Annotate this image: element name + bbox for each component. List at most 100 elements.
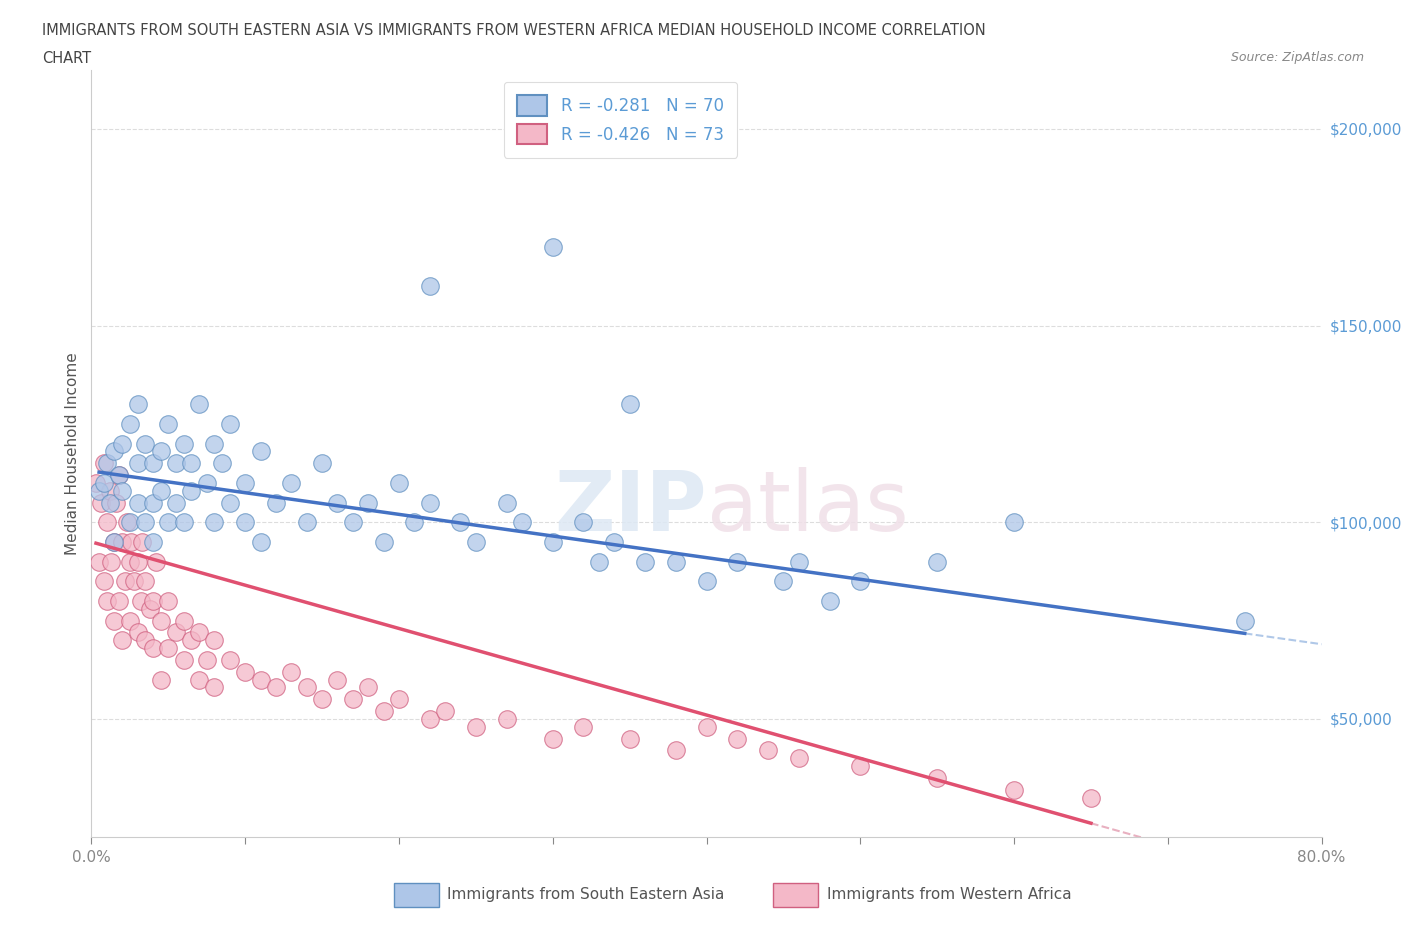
Point (118, 417, 141, 432)
Point (295, 515, 318, 530)
Point (142, 593, 165, 608)
Point (142, 641, 165, 656)
Point (188, 397, 211, 412)
Point (202, 515, 225, 530)
Point (495, 495, 517, 510)
Point (100, 554, 122, 569)
Point (619, 397, 641, 412)
Point (105, 495, 127, 510)
Point (619, 731, 641, 746)
Point (108, 593, 131, 608)
Point (131, 535, 153, 550)
Text: atlas: atlas (706, 467, 908, 548)
Point (96, 456, 118, 471)
Point (120, 535, 142, 550)
Point (927, 771, 949, 786)
Point (696, 574, 718, 589)
Point (357, 495, 380, 510)
Point (849, 574, 872, 589)
Point (145, 554, 167, 569)
Point (142, 456, 165, 471)
Point (264, 680, 287, 695)
Point (419, 495, 441, 510)
Point (111, 535, 134, 550)
Point (149, 613, 172, 628)
Legend: R = -0.281   N = 70, R = -0.426   N = 73: R = -0.281 N = 70, R = -0.426 N = 73 (503, 82, 737, 157)
Point (233, 664, 256, 679)
Point (103, 444, 125, 458)
Point (180, 456, 202, 471)
Point (311, 456, 333, 471)
Text: Immigrants from Western Africa: Immigrants from Western Africa (827, 887, 1071, 902)
Point (295, 680, 318, 695)
Point (211, 456, 233, 471)
Point (84, 475, 107, 490)
Point (108, 468, 131, 483)
Text: ZIP: ZIP (554, 467, 706, 548)
Point (464, 535, 486, 550)
Point (98, 484, 121, 498)
Point (202, 436, 225, 451)
Point (326, 672, 349, 687)
Point (1233, 613, 1256, 628)
Point (218, 495, 240, 510)
Point (572, 515, 595, 530)
Point (127, 625, 149, 640)
Point (725, 731, 748, 746)
Point (787, 751, 810, 765)
Point (357, 680, 380, 695)
Point (495, 711, 517, 726)
Point (388, 692, 411, 707)
Point (202, 680, 225, 695)
Point (756, 743, 779, 758)
Point (249, 444, 271, 458)
Point (218, 417, 240, 432)
Point (115, 515, 138, 530)
Point (388, 475, 411, 490)
Point (434, 704, 457, 719)
Point (134, 574, 156, 589)
Point (93, 475, 115, 490)
Point (127, 456, 149, 471)
Point (96, 515, 118, 530)
Point (149, 444, 172, 458)
Point (173, 653, 195, 668)
Point (103, 613, 125, 628)
Point (103, 535, 125, 550)
Point (311, 692, 333, 707)
Point (233, 475, 256, 490)
Point (326, 495, 349, 510)
Point (634, 554, 657, 569)
Point (98, 495, 121, 510)
Point (173, 436, 195, 451)
Point (134, 632, 156, 647)
Point (180, 632, 202, 647)
Point (665, 743, 688, 758)
Point (1080, 790, 1102, 805)
Point (142, 535, 165, 550)
Point (249, 672, 271, 687)
Text: Immigrants from South Eastern Asia: Immigrants from South Eastern Asia (447, 887, 724, 902)
Point (157, 593, 180, 608)
Point (127, 397, 149, 412)
Point (510, 515, 533, 530)
Point (180, 484, 202, 498)
Point (1002, 782, 1025, 797)
Point (280, 475, 302, 490)
Point (139, 602, 162, 617)
Point (404, 515, 426, 530)
Point (419, 279, 441, 294)
Text: CHART: CHART (42, 51, 91, 66)
Point (927, 554, 949, 569)
Point (787, 554, 810, 569)
Point (419, 711, 441, 726)
Point (464, 720, 486, 735)
Point (173, 515, 195, 530)
Text: Source: ZipAtlas.com: Source: ZipAtlas.com (1230, 51, 1364, 64)
Point (541, 731, 564, 746)
Point (342, 692, 364, 707)
Point (188, 672, 211, 687)
Point (118, 613, 141, 628)
Point (165, 456, 187, 471)
Point (87, 554, 110, 569)
